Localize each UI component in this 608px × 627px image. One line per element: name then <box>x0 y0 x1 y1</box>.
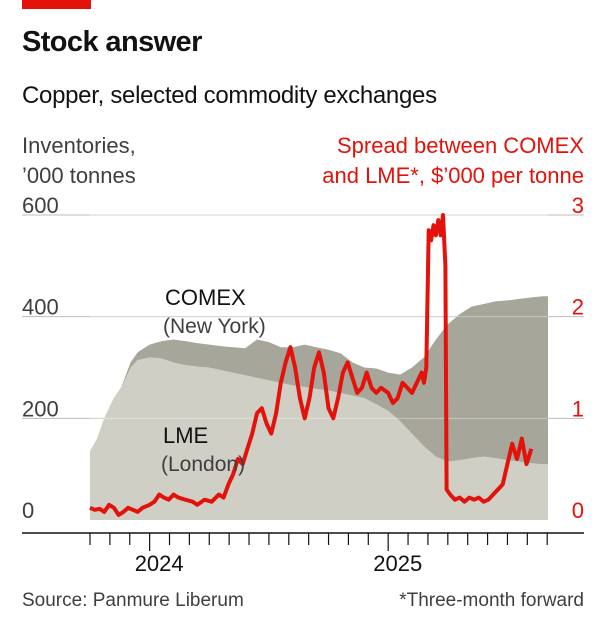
right-tick-label: 1 <box>572 396 584 421</box>
right-tick-label: 0 <box>572 498 584 523</box>
lme-label: LME <box>163 423 208 448</box>
comex-label: COMEX <box>165 285 246 310</box>
right-tick-label: 2 <box>572 295 584 320</box>
left-axis-label: Inventories, ’000 tonnes <box>22 131 136 191</box>
right-axis-label-line-2: and LME*, $’000 per tonne <box>322 163 584 188</box>
x-axis: 2024 2025 <box>22 532 584 576</box>
left-tick-label: 200 <box>22 396 59 421</box>
left-axis-label-line-1: Inventories, <box>22 133 136 158</box>
left-tick-label: 0 <box>22 498 34 523</box>
lme-sublabel: (London) <box>161 453 245 476</box>
x-tick-label: 2024 <box>135 551 184 576</box>
left-tick-label: 600 <box>22 193 59 218</box>
lme-area <box>90 357 548 520</box>
gridlines-overlay <box>90 214 548 419</box>
right-tick-label: 3 <box>572 193 584 218</box>
left-axis-ticks: 0 200 400 600 <box>22 193 59 523</box>
footnote: *Three-month forward <box>399 590 584 611</box>
right-axis-label-line-1: Spread between COMEX <box>336 133 584 158</box>
right-axis-label: Spread between COMEX and LME*, $’000 per… <box>322 131 584 191</box>
chart-subtitle: Copper, selected commodity exchanges <box>22 82 437 109</box>
left-tick-label: 400 <box>22 295 59 320</box>
accent-bar <box>22 0 91 9</box>
chart-title: Stock answer <box>22 26 202 58</box>
spread-line <box>89 213 534 517</box>
x-tick-label: 2025 <box>373 551 422 576</box>
right-axis-ticks: 0 1 2 3 <box>572 193 584 523</box>
left-axis-label-line-2: ’000 tonnes <box>22 163 136 188</box>
source-note: Source: Panmure Liberum <box>22 590 244 611</box>
comex-sublabel: (New York) <box>163 315 266 338</box>
